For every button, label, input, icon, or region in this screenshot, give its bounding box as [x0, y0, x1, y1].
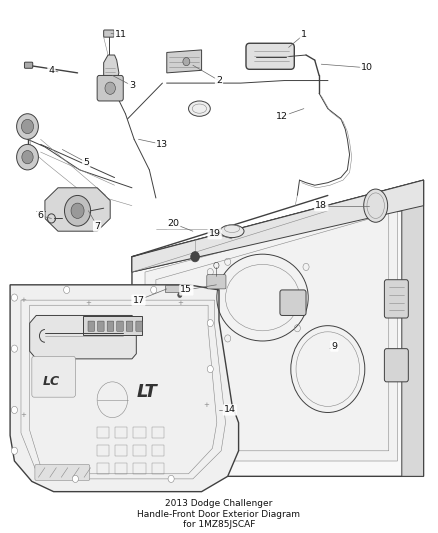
Bar — [152, 463, 164, 474]
Bar — [115, 427, 127, 438]
Circle shape — [72, 475, 78, 482]
Text: 12: 12 — [276, 112, 288, 121]
FancyBboxPatch shape — [136, 321, 142, 332]
Text: 10: 10 — [361, 63, 373, 72]
Circle shape — [17, 144, 39, 170]
Text: 14: 14 — [224, 406, 236, 415]
Text: +: + — [20, 297, 26, 303]
Bar — [134, 445, 145, 456]
Circle shape — [64, 286, 70, 294]
Text: 6: 6 — [38, 212, 43, 220]
FancyBboxPatch shape — [104, 30, 114, 37]
Circle shape — [21, 119, 34, 134]
Text: 13: 13 — [156, 140, 169, 149]
Polygon shape — [167, 50, 201, 73]
Polygon shape — [132, 180, 424, 477]
Text: 11: 11 — [115, 30, 127, 39]
Circle shape — [151, 286, 157, 294]
Circle shape — [17, 114, 39, 139]
Polygon shape — [132, 180, 424, 272]
FancyBboxPatch shape — [107, 321, 114, 332]
Text: +: + — [203, 402, 209, 408]
FancyBboxPatch shape — [98, 321, 104, 332]
Circle shape — [11, 345, 18, 352]
Text: 18: 18 — [315, 201, 327, 210]
Text: 9: 9 — [331, 342, 337, 351]
Bar — [134, 427, 145, 438]
Polygon shape — [45, 188, 110, 231]
Circle shape — [11, 406, 18, 414]
FancyBboxPatch shape — [83, 317, 142, 335]
Ellipse shape — [220, 225, 244, 238]
Polygon shape — [145, 206, 397, 461]
Ellipse shape — [364, 189, 388, 222]
Circle shape — [207, 366, 213, 373]
Text: +: + — [177, 300, 183, 306]
FancyBboxPatch shape — [117, 321, 123, 332]
Text: +: + — [85, 300, 92, 306]
Polygon shape — [104, 55, 119, 80]
Circle shape — [105, 82, 116, 94]
Polygon shape — [132, 180, 424, 272]
Text: 1: 1 — [301, 30, 307, 39]
Text: LC: LC — [43, 375, 60, 389]
Text: 17: 17 — [132, 296, 145, 305]
Text: 2: 2 — [216, 76, 222, 85]
Text: 4: 4 — [49, 66, 54, 75]
Circle shape — [11, 294, 18, 301]
Bar — [134, 463, 145, 474]
Bar — [115, 463, 127, 474]
FancyBboxPatch shape — [207, 274, 226, 289]
FancyBboxPatch shape — [385, 349, 408, 382]
Bar — [152, 445, 164, 456]
Text: 15: 15 — [180, 286, 192, 294]
Text: 19: 19 — [208, 229, 221, 238]
Circle shape — [71, 203, 84, 219]
Circle shape — [183, 58, 190, 66]
FancyBboxPatch shape — [385, 280, 408, 318]
Bar — [97, 463, 110, 474]
Text: +: + — [20, 412, 26, 418]
FancyBboxPatch shape — [280, 290, 306, 316]
FancyBboxPatch shape — [246, 43, 294, 69]
FancyBboxPatch shape — [25, 62, 33, 68]
FancyBboxPatch shape — [88, 321, 95, 332]
Polygon shape — [10, 285, 239, 491]
Bar — [97, 427, 110, 438]
Text: 3: 3 — [129, 81, 135, 90]
Circle shape — [64, 196, 91, 226]
Polygon shape — [402, 180, 424, 477]
Text: LT: LT — [137, 383, 158, 401]
Polygon shape — [165, 285, 180, 293]
Text: 7: 7 — [94, 222, 100, 231]
FancyBboxPatch shape — [32, 357, 75, 397]
Ellipse shape — [188, 101, 210, 116]
Polygon shape — [30, 316, 136, 359]
Text: 2013 Dodge Challenger
Handle-Front Door Exterior Diagram
for 1MZ85JSCAF: 2013 Dodge Challenger Handle-Front Door … — [138, 499, 300, 529]
Text: 20: 20 — [167, 219, 179, 228]
FancyBboxPatch shape — [35, 465, 90, 480]
Circle shape — [168, 475, 174, 482]
Circle shape — [178, 293, 182, 297]
Circle shape — [191, 252, 199, 262]
Circle shape — [207, 320, 213, 327]
Bar — [115, 445, 127, 456]
Bar — [97, 445, 110, 456]
Text: 5: 5 — [83, 158, 89, 167]
Circle shape — [11, 447, 18, 454]
FancyBboxPatch shape — [126, 321, 133, 332]
FancyBboxPatch shape — [97, 76, 123, 101]
Bar — [152, 427, 164, 438]
Circle shape — [22, 150, 33, 164]
